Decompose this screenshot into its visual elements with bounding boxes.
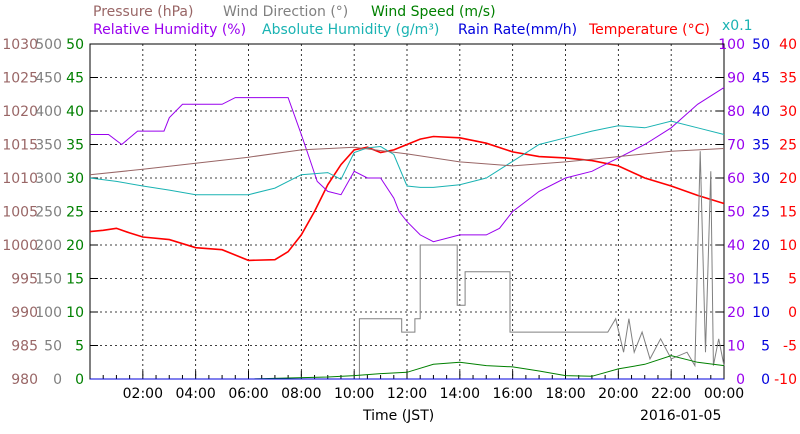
legend-relative-humidity: Relative Humidity (%) [93,22,246,38]
legend-wind-direction: Wind Direction (°) [223,4,348,20]
x-tick-label: 12:00 [387,386,427,402]
x-axis-label: Time (JST) [362,408,434,424]
y-tick-label-wind-speed: 50 [66,37,84,53]
x-tick-label: 00:00 [704,386,744,402]
y-tick-label-wind-speed: 20 [66,238,84,254]
y-tick-label-rain-rate: 30 [752,171,770,187]
y-tick-label-temperature: 5 [788,272,797,288]
legend-pressure: Pressure (hPa) [93,4,193,20]
y-tick-label-humidity: 0 [736,372,745,388]
y-tick-label-rain-rate: 50 [752,37,770,53]
y-tick-label-wind-direction: 0 [53,372,62,388]
x-tick-label: 10:00 [334,386,374,402]
y-tick-label-wind-direction: 450 [35,71,62,87]
y-tick-label-rain-rate: 40 [752,104,770,120]
y-tick-label-wind-direction: 350 [35,138,62,154]
y-tick-label-temperature: 30 [779,104,797,120]
series-lines [89,87,725,380]
y-tick-label-humidity: 100 [718,37,745,53]
y-tick-label-temperature: 10 [779,238,797,254]
x-tick-label: 14:00 [440,386,480,402]
y-axes: 1030102510201015101010051000995990985980… [2,37,797,388]
y-tick-label-temperature: -5 [783,339,797,355]
y-tick-label-humidity: 50 [727,205,745,221]
date-label: 2016-01-05 [640,408,721,424]
series-line-pressure-hpa [89,146,725,176]
y-tick-label-rain-rate: 10 [752,305,770,321]
y-tick-label-temperature: 25 [779,138,797,154]
y-tick-label-wind-speed: 5 [75,339,84,355]
y-tick-label-wind-speed: 30 [66,171,84,187]
x-tick-label: 08:00 [281,386,321,402]
y-tick-label-wind-direction: 300 [35,171,62,187]
y-tick-label-temperature: 40 [779,37,797,53]
y-tick-label-pressure: 1020 [2,104,38,120]
y-tick-label-humidity: 20 [727,305,745,321]
series-line-absolute-humidity-g-m [89,120,725,196]
y-tick-label-wind-direction: 100 [35,305,62,321]
y-tick-label-temperature: -10 [774,372,797,388]
y-tick-label-wind-speed: 35 [66,138,84,154]
y-tick-label-wind-direction: 500 [35,37,62,53]
y-tick-label-pressure: 1005 [2,205,38,221]
x-tick-label: 02:00 [123,386,163,402]
y-tick-label-pressure: 980 [11,372,38,388]
y-tick-label-humidity: 40 [727,238,745,254]
series-line-wind-speed-m-s [90,355,725,380]
legend-rain-rate: Rain Rate(mm/h) [458,22,577,38]
y-tick-label-wind-speed: 40 [66,104,84,120]
y-tick-label-humidity: 10 [727,339,745,355]
y-tick-label-wind-direction: 400 [35,104,62,120]
y-tick-label-pressure: 990 [11,305,38,321]
y-tick-label-rain-rate: 0 [761,372,770,388]
y-tick-label-rain-rate: 25 [752,205,770,221]
y-tick-label-wind-speed: 25 [66,205,84,221]
y-tick-label-wind-speed: 15 [66,272,84,288]
y-tick-label-humidity: 60 [727,171,745,187]
x-tick-label: 16:00 [492,386,532,402]
y-tick-label-pressure: 1000 [2,238,38,254]
y-tick-label-temperature: 0 [788,305,797,321]
y-tick-label-humidity: 90 [727,71,745,87]
y-tick-label-humidity: 30 [727,272,745,288]
y-tick-label-humidity: 70 [727,138,745,154]
x-tick-label: 04:00 [175,386,215,402]
y-tick-label-wind-speed: 45 [66,71,84,87]
y-tick-label-rain-rate: 35 [752,138,770,154]
y-tick-label-temperature: 35 [779,71,797,87]
y-tick-label-temperature: 15 [779,205,797,221]
y-tick-label-pressure: 1030 [2,37,38,53]
y-tick-label-rain-rate: 15 [752,272,770,288]
y-tick-label-wind-speed: 0 [75,372,84,388]
y-tick-label-wind-direction: 250 [35,205,62,221]
y-tick-label-pressure: 1015 [2,138,38,154]
legend-wind-speed: Wind Speed (m/s) [371,4,496,20]
y-tick-label-humidity: 80 [727,104,745,120]
y-tick-label-rain-rate: 5 [761,339,770,355]
x-tick-label: 18:00 [545,386,585,402]
rain-scale-note: x0.1 [722,18,753,34]
y-tick-label-pressure: 995 [11,272,38,288]
series-line-wind-direction [358,151,725,379]
y-tick-label-wind-speed: 10 [66,305,84,321]
y-tick-label-wind-direction: 150 [35,272,62,288]
x-tick-label: 06:00 [228,386,268,402]
series-line-relative-humidity [90,87,725,243]
y-tick-label-pressure: 1010 [2,171,38,187]
legend-temperature: Temperature (°C) [588,22,710,38]
y-tick-label-pressure: 985 [11,339,38,355]
y-tick-label-pressure: 1025 [2,71,38,87]
y-tick-label-rain-rate: 20 [752,238,770,254]
y-tick-label-wind-direction: 200 [35,238,62,254]
x-tick-label: 20:00 [598,386,638,402]
legend-absolute-humidity: Absolute Humidity (g/m³) [262,22,439,38]
x-tick-label: 22:00 [651,386,691,402]
y-tick-label-temperature: 20 [779,171,797,187]
y-tick-label-wind-direction: 50 [44,339,62,355]
y-tick-label-rain-rate: 45 [752,71,770,87]
